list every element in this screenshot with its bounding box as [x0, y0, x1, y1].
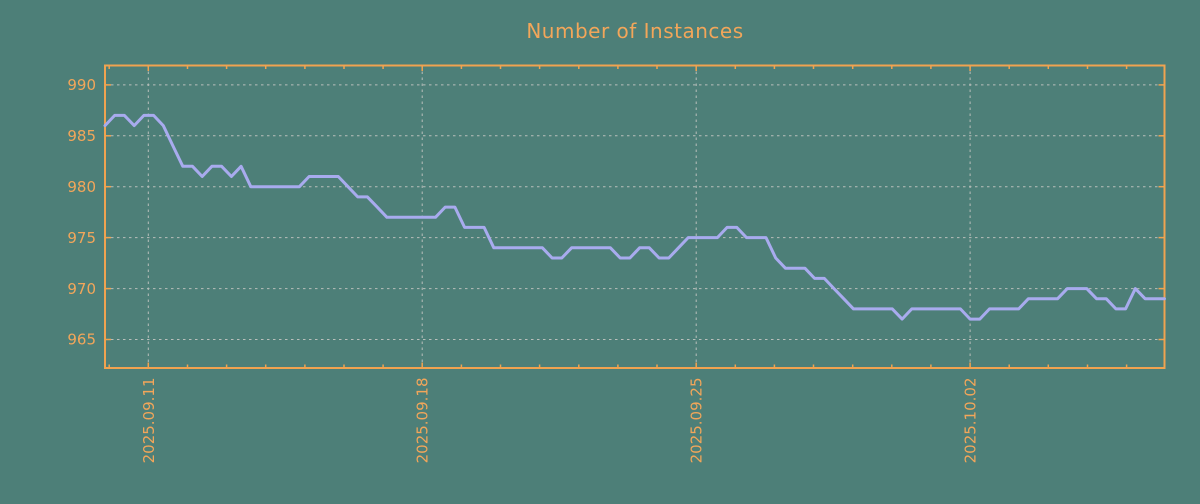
- plot-border: [104, 64, 1166, 369]
- instances-series-line: [103, 113, 1166, 321]
- y-tick-label: 965: [67, 331, 96, 349]
- x-tick-label: 2025.09.11: [140, 378, 158, 464]
- y-tick-label: 980: [67, 178, 96, 196]
- y-tick-label: 975: [67, 229, 96, 247]
- grid-layer: [105, 65, 1165, 368]
- chart-title: Number of Instances: [526, 19, 743, 43]
- y-tick-label: 990: [67, 76, 96, 94]
- y-tick-label: 985: [67, 127, 96, 145]
- y-tick-label: 970: [67, 280, 96, 298]
- tick-layer: [105, 65, 1165, 368]
- y-axis-labels: 990 985 980 975 970 965: [67, 76, 96, 349]
- x-tick-label: 2025.09.18: [414, 378, 432, 464]
- x-tick-label: 2025.09.25: [688, 378, 706, 464]
- x-tick-label: 2025.10.02: [962, 378, 980, 464]
- x-axis-labels: 2025.09.11 2025.09.18 2025.09.25 2025.10.02: [140, 378, 980, 464]
